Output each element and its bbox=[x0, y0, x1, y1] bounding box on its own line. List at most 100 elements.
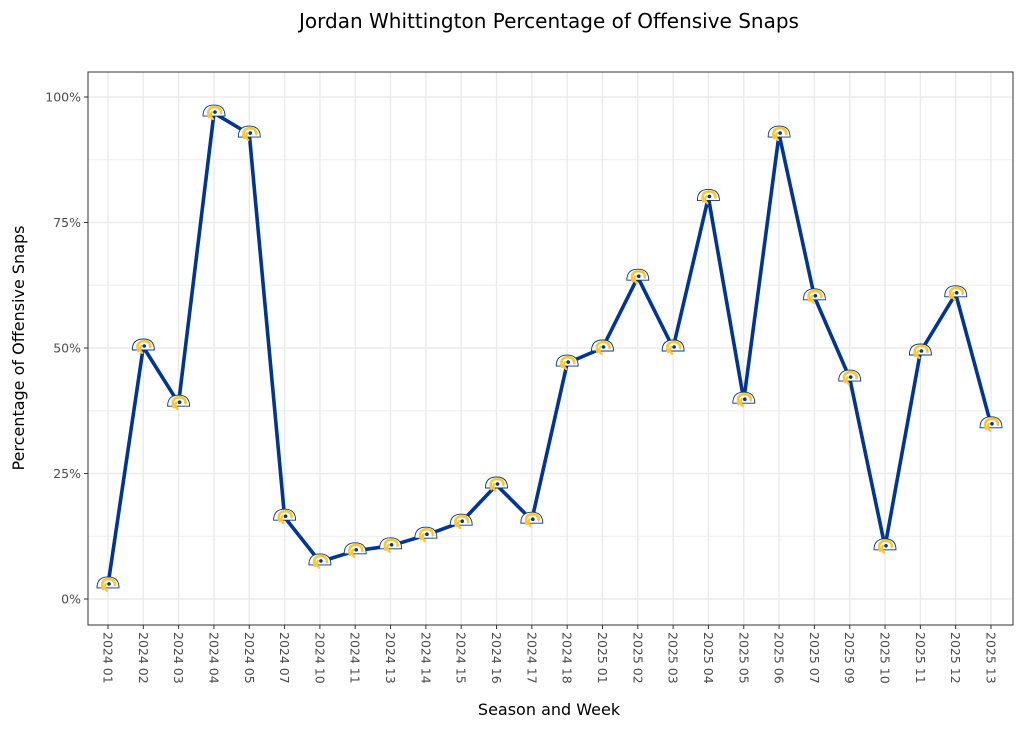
data-point-marker bbox=[485, 476, 508, 493]
data-point-marker bbox=[414, 526, 438, 543]
rams-horn-tip-icon bbox=[704, 195, 709, 205]
rams-logo-dot-icon bbox=[107, 582, 111, 586]
data-point-marker bbox=[379, 537, 403, 553]
x-tick-label: 2025 12 bbox=[948, 632, 963, 684]
data-point-marker bbox=[873, 538, 897, 554]
rams-logo-dot-icon bbox=[637, 274, 641, 278]
x-tick-label: 2024 13 bbox=[383, 632, 398, 684]
x-tick-label: 2025 05 bbox=[736, 632, 751, 684]
rams-horn-icon bbox=[489, 477, 505, 491]
rams-logo-dot-icon bbox=[707, 194, 712, 199]
rams-logo-dot-icon bbox=[425, 532, 429, 536]
rams-logo-dot-icon bbox=[177, 400, 182, 404]
rams-horn-tip-icon bbox=[633, 275, 638, 285]
y-tick-label: 50% bbox=[53, 341, 81, 356]
rams-horn-icon bbox=[807, 289, 823, 303]
data-point-marker bbox=[237, 125, 261, 142]
rams-logo-dot-icon bbox=[283, 514, 288, 518]
y-tick-label: 75% bbox=[53, 215, 81, 230]
rams-logo-dot-icon bbox=[813, 294, 818, 298]
rams-horn-tip-icon bbox=[739, 398, 744, 408]
rams-horn-icon bbox=[560, 355, 576, 369]
x-tick-label: 2024 05 bbox=[242, 632, 257, 684]
rams-horn-icon bbox=[665, 340, 682, 354]
rams-horn-tip-icon bbox=[562, 361, 568, 371]
rams-logo-dot-icon bbox=[919, 349, 924, 353]
rams-horn-icon bbox=[312, 554, 329, 568]
data-point-marker bbox=[591, 339, 614, 356]
rams-logo-dot-icon bbox=[778, 131, 782, 135]
x-tick-label: 2024 01 bbox=[101, 632, 116, 684]
rams-horn-icon bbox=[136, 339, 152, 353]
data-point-marker bbox=[626, 268, 650, 285]
rams-logo-dot-icon bbox=[672, 345, 676, 349]
x-tick-label: 2024 07 bbox=[277, 632, 292, 684]
data-point-marker bbox=[979, 416, 1003, 432]
rams-horn-tip-icon bbox=[951, 291, 956, 301]
series-line-jordan-whittington bbox=[106, 111, 993, 586]
rams-horn-tip-icon bbox=[880, 544, 886, 554]
data-point-marker bbox=[661, 339, 685, 356]
rams-horn-icon bbox=[701, 190, 717, 203]
rams-logo-dot-icon bbox=[990, 422, 994, 426]
rams-horn-icon bbox=[524, 512, 541, 526]
x-tick-label: 2024 10 bbox=[312, 632, 327, 684]
rams-logo-dot-icon bbox=[213, 110, 217, 114]
x-tick-label: 2024 03 bbox=[171, 632, 186, 684]
rams-horn-tip-icon bbox=[174, 401, 179, 411]
rams-logo-dot-icon bbox=[354, 548, 358, 552]
rams-horn-tip-icon bbox=[845, 376, 850, 386]
rams-horn-icon bbox=[171, 395, 187, 409]
x-tick-label: 2024 04 bbox=[207, 632, 222, 684]
data-point-marker bbox=[555, 354, 579, 371]
rams-horn-tip-icon bbox=[986, 422, 992, 432]
rams-horn-tip-icon bbox=[774, 132, 780, 142]
y-tick-label: 0% bbox=[61, 592, 81, 607]
rams-horn-tip-icon bbox=[103, 582, 109, 593]
rams-horn-icon bbox=[771, 126, 788, 140]
x-tick-label: 2024 02 bbox=[136, 632, 151, 684]
rams-logo-dot-icon bbox=[848, 375, 853, 379]
x-tick-label: 2025 11 bbox=[913, 632, 928, 684]
rams-horn-tip-icon bbox=[527, 518, 532, 528]
rams-horn-tip-icon bbox=[598, 345, 603, 356]
x-tick-label: 2024 16 bbox=[489, 632, 504, 684]
y-axis: 0% 25% 50% 75% 100% bbox=[45, 90, 88, 607]
rams-horn-icon bbox=[736, 392, 753, 406]
y-tick-label: 100% bbox=[45, 90, 81, 105]
rams-logo-dot-icon bbox=[884, 544, 888, 548]
rams-horn-tip-icon bbox=[456, 520, 462, 530]
x-tick-label: 2024 11 bbox=[348, 632, 363, 684]
rams-horn-tip-icon bbox=[350, 548, 356, 558]
data-point-marker bbox=[131, 338, 155, 355]
rams-horn-icon bbox=[454, 514, 470, 528]
y-axis-title: Percentage of Offensive Snaps bbox=[9, 226, 28, 471]
x-tick-label: 2025 09 bbox=[842, 632, 857, 684]
x-tick-label: 2024 14 bbox=[418, 632, 433, 684]
data-point-marker bbox=[908, 343, 932, 360]
x-axis-title: Season and Week bbox=[478, 700, 621, 719]
x-tick-label: 2024 18 bbox=[560, 632, 575, 684]
rams-horn-tip-icon bbox=[810, 294, 815, 304]
x-tick-label: 2025 02 bbox=[630, 632, 645, 684]
data-point-marker bbox=[520, 511, 544, 528]
rams-horn-icon bbox=[983, 417, 1000, 431]
data-point-marker bbox=[767, 125, 791, 142]
rams-logo-dot-icon bbox=[389, 543, 394, 547]
rams-horn-icon bbox=[595, 340, 611, 354]
rams-logo-dot-icon bbox=[460, 519, 464, 523]
data-point-marker bbox=[838, 369, 862, 386]
rams-horn-tip-icon bbox=[315, 559, 320, 570]
rams-horn-tip-icon bbox=[244, 132, 250, 142]
x-tick-label: 2025 10 bbox=[878, 632, 893, 684]
rams-horn-icon bbox=[418, 527, 435, 541]
rams-logo-dot-icon bbox=[954, 291, 959, 295]
x-tick-label: 2024 17 bbox=[524, 632, 539, 684]
rams-horn-tip-icon bbox=[421, 533, 426, 543]
rams-horn-icon bbox=[383, 538, 399, 552]
rams-horn-icon bbox=[242, 126, 258, 140]
data-point-marker bbox=[273, 508, 297, 525]
data-point-marker bbox=[802, 288, 826, 304]
chart-title: Jordan Whittington Percentage of Offensi… bbox=[297, 9, 799, 33]
rams-horn-icon bbox=[348, 543, 364, 557]
